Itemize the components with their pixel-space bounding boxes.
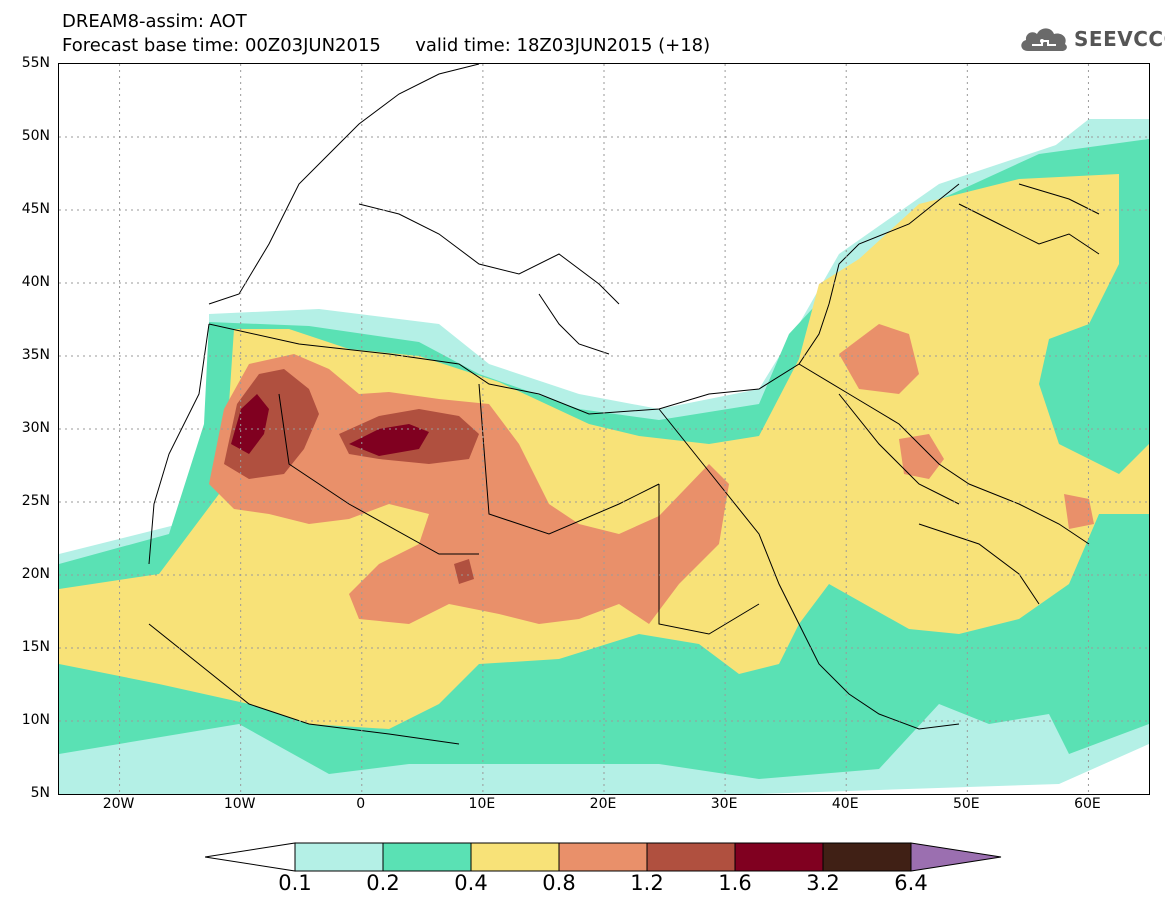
colorbar-swatch <box>382 842 472 872</box>
aot-map <box>59 64 1149 794</box>
lon-tick-label: 20W <box>102 796 135 812</box>
lat-tick-label: 45N <box>21 201 50 217</box>
colorbar-swatch <box>646 842 736 872</box>
lon-tick-label: 10W <box>223 796 256 812</box>
colorbar-tick-label: 3.2 <box>806 871 840 895</box>
logo-text: SEEVCCC <box>1074 27 1165 51</box>
map-title: DREAM8-assim: AOT <box>62 11 247 32</box>
map-subtitle: Forecast base time: 00Z03JUN2015 valid t… <box>62 36 710 56</box>
lat-tick-label: 30N <box>21 420 50 436</box>
colorbar-tick-label: 6.4 <box>894 871 928 895</box>
coastlines <box>148 64 1100 745</box>
colorbar-tick-label: 0.4 <box>454 871 488 895</box>
lon-tick-label: 50E <box>952 796 980 812</box>
lon-tick-label: 60E <box>1074 796 1101 812</box>
colorbar-tick-label: 1.6 <box>718 871 752 895</box>
lat-tick-label: 40N <box>21 274 50 290</box>
lat-tick-label: 5N <box>30 785 50 801</box>
colorbar-tick-label: 0.1 <box>278 871 312 895</box>
base-time-label: Forecast base time: 00Z03JUN2015 <box>62 35 381 56</box>
seevccc-logo: SEEVCCC <box>1018 22 1165 56</box>
lat-tick-label: 15N <box>21 639 50 655</box>
aot-layer-1.6 <box>231 394 429 456</box>
aot-layer-0.4 <box>59 174 1149 729</box>
lat-tick-label: 10N <box>21 712 50 728</box>
lon-tick-label: 10E <box>468 796 496 812</box>
colorbar-underflow-triangle <box>205 842 296 872</box>
valid-time-label: valid time: 18Z03JUN2015 (+18) <box>415 35 711 56</box>
aot-layer-0.8 <box>209 324 1094 624</box>
colorbar-swatch <box>294 842 384 872</box>
lat-tick-label: 55N <box>21 55 50 71</box>
lat-tick-label: 35N <box>21 347 50 363</box>
lon-tick-label: 20E <box>589 796 617 812</box>
graticule <box>59 64 1149 794</box>
colorbar-swatch <box>822 842 912 872</box>
colorbar-swatch <box>558 842 648 872</box>
cloud-icon <box>1021 28 1067 51</box>
colorbar-swatch <box>734 842 824 872</box>
lon-tick-label: 30E <box>710 796 738 812</box>
lat-tick-label: 20N <box>21 566 50 582</box>
colorbar-swatch <box>470 842 560 872</box>
lat-tick-label: 50N <box>21 128 50 144</box>
lat-tick-label: 25N <box>21 493 50 509</box>
colorbar-tick-label: 1.2 <box>630 871 664 895</box>
lon-tick-label: 40E <box>831 796 859 812</box>
colorbar <box>205 842 1002 872</box>
map-panel <box>58 63 1150 795</box>
colorbar-tick-label: 0.2 <box>366 871 400 895</box>
colorbar-overflow-triangle <box>910 842 1002 872</box>
lon-tick-label: 0 <box>356 796 366 812</box>
colorbar-tick-label: 0.8 <box>542 871 576 895</box>
